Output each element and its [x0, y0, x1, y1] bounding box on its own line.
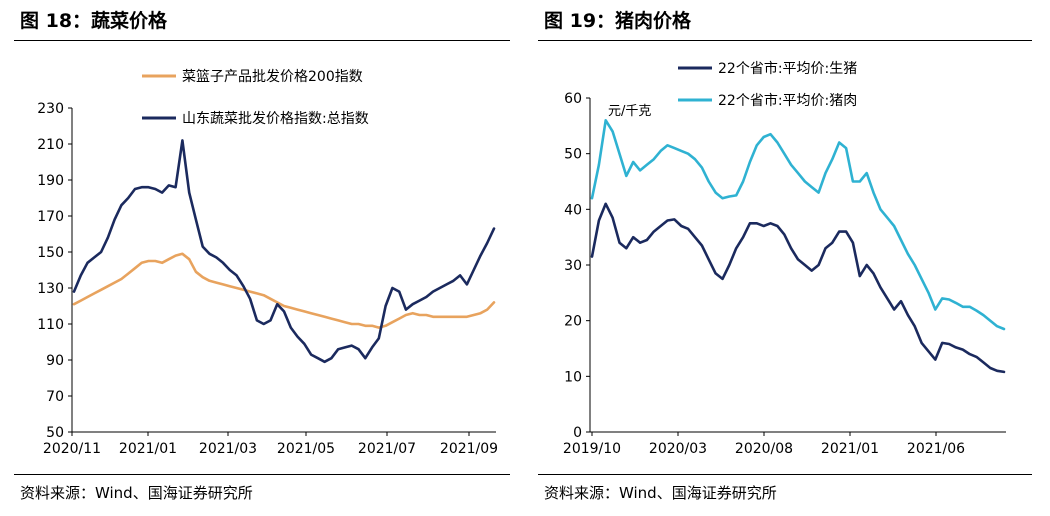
y-tick-label: 190: [37, 173, 64, 189]
chart-title-vegetable: 图 18：蔬菜价格: [20, 10, 168, 32]
x-tick-label: 2021/09: [440, 441, 498, 457]
y-tick-label: 130: [37, 281, 64, 297]
x-tick-label: 2021/01: [821, 441, 879, 457]
series-line-vegetable-1: [72, 252, 496, 329]
y-tick-label: 150: [37, 245, 64, 261]
legend-label: 22个省市:平均价:猪肉: [718, 92, 857, 109]
y-tick-label: 170: [37, 209, 64, 225]
title-rule-left: [14, 40, 510, 41]
source-rule-right: [538, 474, 1032, 475]
y-tick-label: 90: [46, 353, 64, 369]
y-tick-label: 110: [37, 317, 64, 333]
x-tick-label: 2020/11: [43, 441, 101, 457]
y-tick-label: 0: [573, 425, 582, 441]
x-tick-label: 2019/10: [563, 441, 621, 457]
x-tick-label: 2020/08: [735, 441, 793, 457]
legend-label: 菜篮子产品批发价格200指数: [182, 69, 363, 85]
y-tick-label: 70: [46, 389, 64, 405]
series-line-vegetable-2: [72, 139, 496, 364]
y-tick-label: 230: [37, 101, 64, 117]
y-tick-label: 210: [37, 137, 64, 153]
y-tick-label: 50: [564, 147, 582, 163]
series-line-pork-2: [590, 119, 1006, 331]
y-tick-label: 20: [564, 314, 582, 330]
y-tick-label: 30: [564, 258, 582, 274]
series-line-pork-1: [590, 202, 1006, 374]
unit-label: 元/千克: [608, 104, 651, 119]
legend-label: 22个省市:平均价:生猪: [718, 60, 857, 77]
source-note-left: 资料来源：Wind、国海证券研究所: [20, 484, 253, 502]
x-tick-label: 2021/01: [119, 441, 177, 457]
x-tick-label: 2021/06: [907, 441, 965, 457]
title-rule-right: [538, 40, 1032, 41]
source-note-right: 资料来源：Wind、国海证券研究所: [544, 484, 777, 502]
chart-title-pork: 图 19：猪肉价格: [544, 10, 692, 32]
x-tick-label: 2021/05: [277, 441, 335, 457]
y-tick-label: 40: [564, 202, 582, 218]
x-tick-label: 2020/03: [649, 441, 707, 457]
y-tick-label: 10: [564, 369, 582, 385]
y-tick-label: 60: [564, 91, 582, 107]
x-tick-label: 2021/03: [199, 441, 257, 457]
source-rule-left: [14, 474, 510, 475]
legend-label: 山东蔬菜批发价格指数:总指数: [182, 111, 369, 127]
y-tick-label: 50: [46, 425, 64, 441]
x-tick-label: 2021/07: [358, 441, 416, 457]
